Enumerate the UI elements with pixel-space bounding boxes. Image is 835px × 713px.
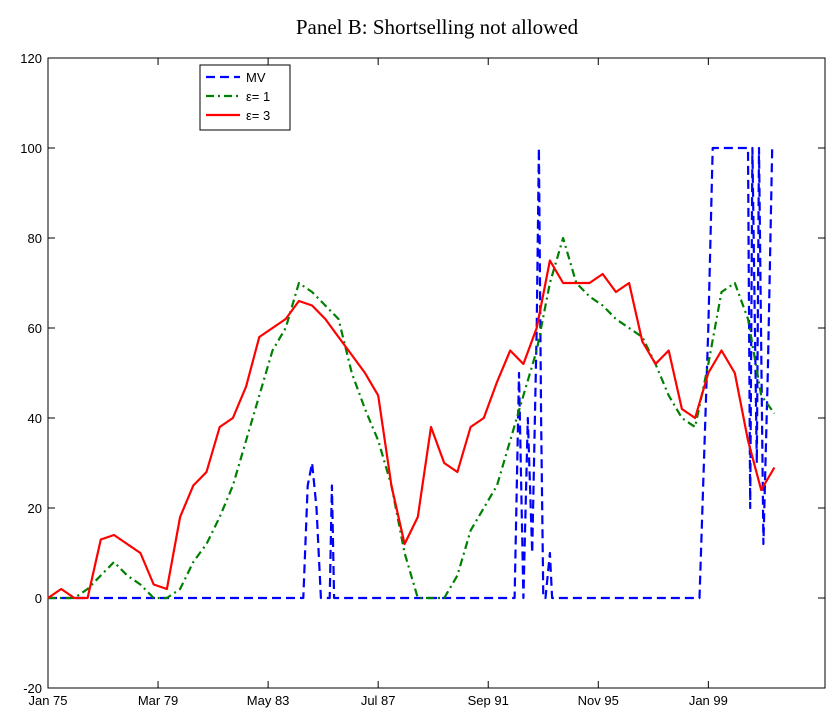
- legend-label: ε= 1: [246, 89, 270, 104]
- x-tick-label: Nov 95: [578, 693, 619, 708]
- legend-box: [199, 64, 291, 131]
- y-tick-label: 100: [20, 141, 42, 156]
- series-line: [48, 146, 775, 600]
- series-line: [48, 236, 776, 600]
- chart-title: Panel B: Shortselling not allowed: [296, 15, 579, 39]
- y-tick-label: 80: [28, 231, 42, 246]
- x-tick-label: Mar 79: [138, 693, 178, 708]
- y-tick-label: 60: [28, 321, 42, 336]
- y-tick-label: -20: [23, 681, 42, 696]
- x-tick-label: Jul 87: [361, 693, 396, 708]
- y-tick-label: 40: [28, 411, 42, 426]
- y-tick-label: 20: [28, 501, 42, 516]
- x-tick-label: Jan 99: [689, 693, 728, 708]
- legend-label: ε= 3: [246, 108, 270, 123]
- plot-frame: [47, 57, 826, 689]
- legend-label: MV: [246, 70, 266, 85]
- y-tick-label: 120: [20, 51, 42, 66]
- y-tick-label: 0: [35, 591, 42, 606]
- x-tick-label: Sep 91: [468, 693, 509, 708]
- x-tick-label: Jan 75: [28, 693, 67, 708]
- x-tick-label: May 83: [247, 693, 290, 708]
- series-line: [47, 259, 776, 600]
